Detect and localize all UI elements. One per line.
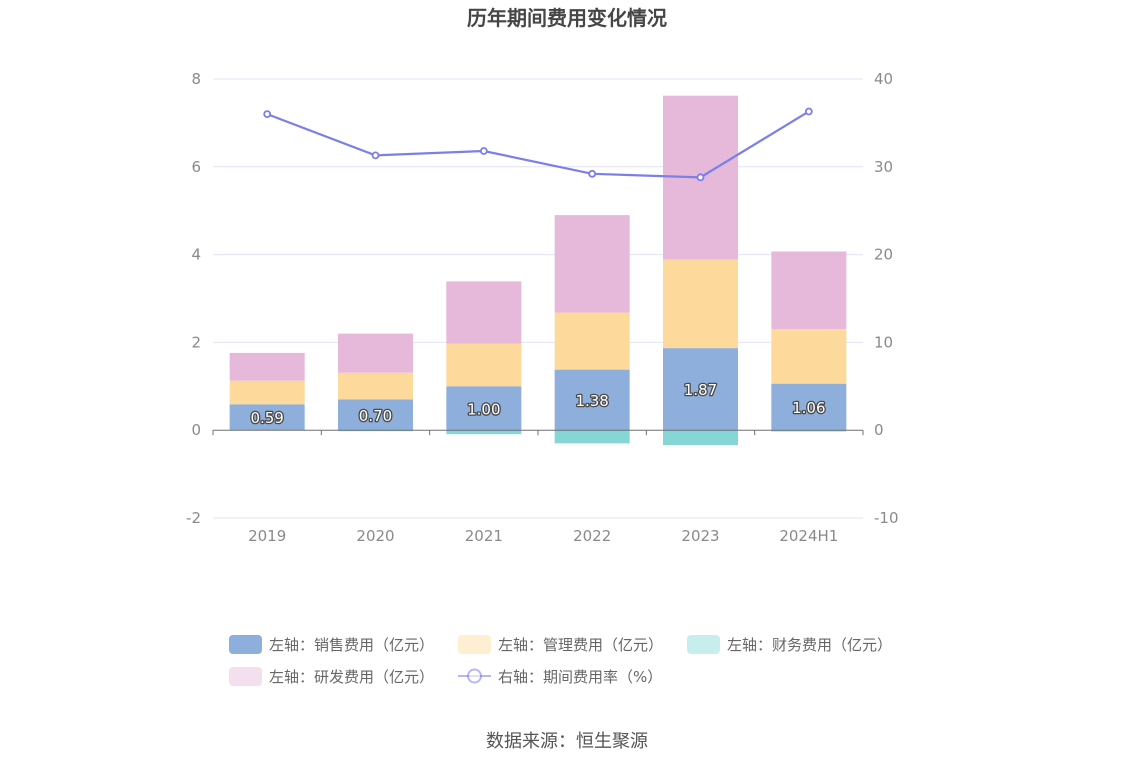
x-tick-label: 2020 <box>356 527 394 545</box>
bar-value-label: 1.38 <box>575 392 608 410</box>
legend-swatch <box>229 667 262 686</box>
left-tick-label: 0 <box>191 421 201 439</box>
rate-point <box>804 107 813 116</box>
bar-segment <box>229 404 305 431</box>
bar-value-label: 1.06 <box>792 399 825 417</box>
bar-segment <box>554 369 630 431</box>
bar-value-label: 1.87 <box>684 381 717 399</box>
x-axis <box>212 429 864 436</box>
bar-value-label: 0.70 <box>359 407 392 425</box>
bar-segment <box>663 348 738 431</box>
bar-segment <box>446 430 522 435</box>
bar-segment <box>663 259 738 349</box>
bar-segment <box>554 215 630 313</box>
x-axis-ticks: 2019 2020 2021 2022 2023 2024H1 <box>248 527 838 545</box>
bar-segment <box>554 312 630 370</box>
left-tick-label: 4 <box>191 246 201 264</box>
chart-title: 历年期间费用变化情况 <box>467 6 667 30</box>
legend-label: 左轴：管理费用（亿元） <box>498 636 663 654</box>
bar-segment <box>229 380 305 405</box>
x-tick-label: 2023 <box>681 527 719 545</box>
legend-label: 左轴：销售费用（亿元） <box>269 636 434 654</box>
line-series <box>263 107 813 182</box>
grid <box>213 78 863 519</box>
bar-value-label: 1.00 <box>467 400 500 418</box>
bar-segment <box>229 352 305 381</box>
right-axis-ticks: -10 0 10 20 30 40 <box>874 70 899 527</box>
legend-marker <box>467 668 482 684</box>
legend-label: 左轴：财务费用（亿元） <box>727 636 892 654</box>
bar-segment <box>446 281 522 344</box>
legend-swatch <box>458 635 491 654</box>
bar-segment <box>771 383 847 431</box>
bar-segment <box>771 251 847 330</box>
legend-swatch <box>687 635 720 654</box>
bar-value-label: 0.59 <box>250 409 283 427</box>
bar-segment <box>446 386 522 431</box>
bars <box>229 95 847 446</box>
bar-segment <box>446 343 522 387</box>
bar-segment <box>338 333 413 373</box>
bar-segment <box>554 430 630 444</box>
rate-point <box>696 173 705 182</box>
rate-point <box>479 147 488 155</box>
right-tick-label: 20 <box>874 246 893 264</box>
x-tick-label: 2024H1 <box>779 527 838 545</box>
right-tick-label: 10 <box>874 333 893 351</box>
left-tick-label: 2 <box>191 333 201 351</box>
left-axis-ticks: -2 0 2 4 6 8 <box>186 70 201 527</box>
bar-segment <box>771 329 847 384</box>
bar-segment <box>338 399 413 431</box>
bar-segment <box>771 430 847 432</box>
bar-segment <box>663 430 738 446</box>
bar-labels: 0.59 0.70 1.00 1.38 1.87 1.06 <box>249 380 827 429</box>
left-tick-label: 6 <box>191 158 201 176</box>
left-tick-label: -2 <box>186 509 201 527</box>
legend: 左轴：销售费用（亿元） 左轴：管理费用（亿元） 左轴：财务费用（亿元） 左轴：研发费用… <box>229 635 892 686</box>
legend-swatch <box>229 635 262 654</box>
rate-point <box>263 110 272 119</box>
x-tick-label: 2021 <box>465 527 503 545</box>
x-tick-label: 2019 <box>248 527 286 545</box>
bar-segment <box>338 372 413 400</box>
source-note: 数据来源：恒生聚源 <box>486 731 648 752</box>
rate-point <box>588 169 597 178</box>
left-tick-label: 8 <box>191 70 201 88</box>
right-tick-label: 0 <box>874 421 884 439</box>
rate-point <box>371 151 380 160</box>
right-tick-label: 30 <box>874 158 893 176</box>
x-tick-label: 2022 <box>573 527 611 545</box>
legend-label: 右轴：期间费用率（%） <box>498 668 662 686</box>
right-tick-label: -10 <box>874 509 899 527</box>
right-tick-label: 40 <box>874 70 893 88</box>
legend-label: 左轴：研发费用（亿元） <box>269 668 434 686</box>
rate-line <box>266 110 810 179</box>
